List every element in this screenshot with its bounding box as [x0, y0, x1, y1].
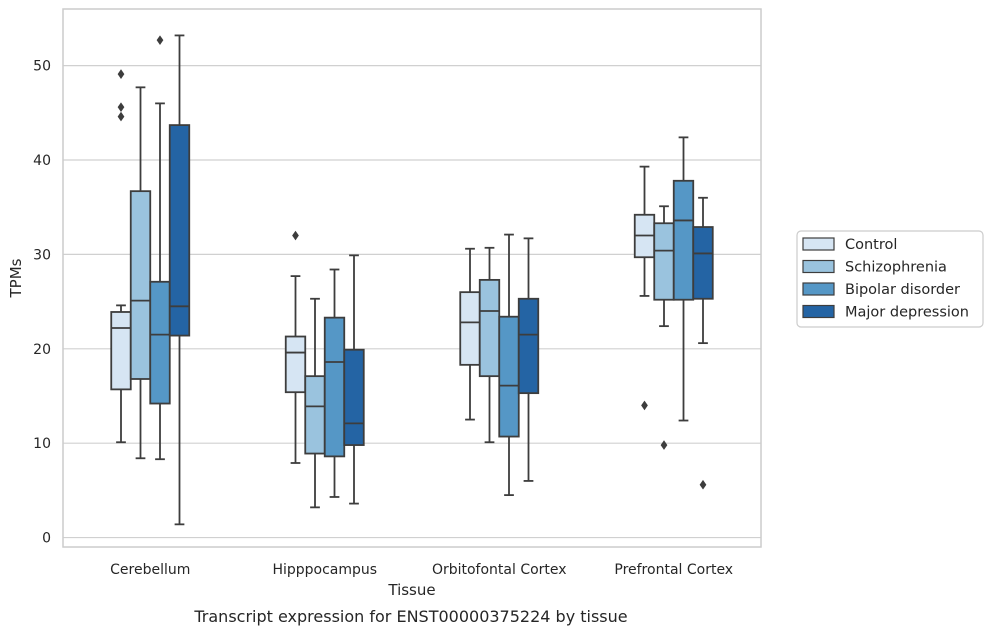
- box-iqr: [498, 315, 520, 438]
- outlier-point: [699, 479, 707, 490]
- chart-caption: Transcript expression for ENST0000037522…: [193, 607, 627, 626]
- box-bipolar-disorder: [149, 35, 171, 461]
- box-iqr: [304, 375, 326, 455]
- legend-swatch: [802, 237, 835, 251]
- box-iqr: [129, 190, 152, 380]
- box-control: [110, 69, 132, 444]
- box-schizophrenia: [653, 205, 675, 450]
- box-schizophrenia: [304, 297, 326, 509]
- box-iqr: [323, 316, 346, 458]
- outlier-point: [117, 102, 125, 112]
- y-tick-label-50: 50: [33, 59, 51, 75]
- box-iqr: [168, 124, 191, 337]
- box-control: [284, 230, 307, 464]
- legend-swatch: [802, 282, 835, 296]
- x-tick-label: Hipppocampus: [272, 562, 377, 578]
- box-iqr: [459, 291, 481, 366]
- box-major-depression: [343, 254, 365, 505]
- legend-frame: [796, 230, 984, 328]
- outlier-point: [641, 400, 648, 411]
- outlier-point: [117, 69, 125, 79]
- box-bipolar-disorder: [672, 136, 695, 422]
- y-tick-label-10: 10: [33, 436, 51, 452]
- box-iqr: [692, 226, 714, 300]
- box-iqr: [517, 297, 540, 395]
- box-control: [633, 165, 656, 411]
- legend-swatch: [802, 259, 835, 274]
- box-control: [459, 247, 481, 421]
- box-major-depression: [517, 237, 540, 482]
- y-tick-label-20: 20: [33, 342, 51, 358]
- legend-label: Bipolar disorder: [845, 282, 960, 298]
- outlier-point: [156, 35, 164, 45]
- box-iqr: [284, 335, 307, 394]
- x-tick-label: Orbitofontal Cortex: [432, 562, 567, 578]
- box-schizophrenia: [129, 86, 152, 460]
- legend-label: Major depression: [845, 305, 969, 321]
- x-tick-label: Prefrontal Cortex: [614, 562, 733, 578]
- legend: Control Schizophrenia Bipolar disorder Majo…: [796, 230, 984, 328]
- box-iqr: [478, 278, 501, 378]
- x-tick-label: Cerebellum: [110, 562, 190, 578]
- outlier-point: [660, 440, 668, 450]
- box-iqr: [343, 348, 365, 446]
- box-bipolar-disorder: [323, 268, 346, 498]
- outlier-point: [117, 111, 125, 122]
- legend-label: Control: [845, 237, 897, 253]
- y-axis-ticks: 0 10 20 30 40 50: [33, 59, 51, 547]
- plot-boxes: [110, 34, 714, 526]
- legend-label: Schizophrenia: [845, 260, 947, 276]
- box-iqr: [653, 222, 675, 301]
- box-iqr: [149, 280, 171, 405]
- y-axis-label: TPMs: [7, 258, 25, 298]
- outlier-point: [292, 230, 299, 241]
- plot-frame: [62, 8, 762, 548]
- legend-swatch: [802, 304, 835, 319]
- box-major-depression: [168, 34, 191, 526]
- box-iqr: [672, 179, 695, 301]
- box-schizophrenia: [478, 246, 501, 444]
- y-tick-label-30: 30: [33, 247, 51, 263]
- y-tick-label-0: 0: [42, 531, 51, 547]
- box-bipolar-disorder: [498, 233, 520, 496]
- x-axis-label: Tissue: [387, 581, 435, 599]
- y-tick-label-40: 40: [33, 153, 51, 169]
- x-axis-ticks: Cerebellum Hipppocampus Orbitofontal Corte…: [110, 562, 733, 578]
- box-major-depression: [692, 196, 714, 490]
- box-iqr: [110, 311, 132, 391]
